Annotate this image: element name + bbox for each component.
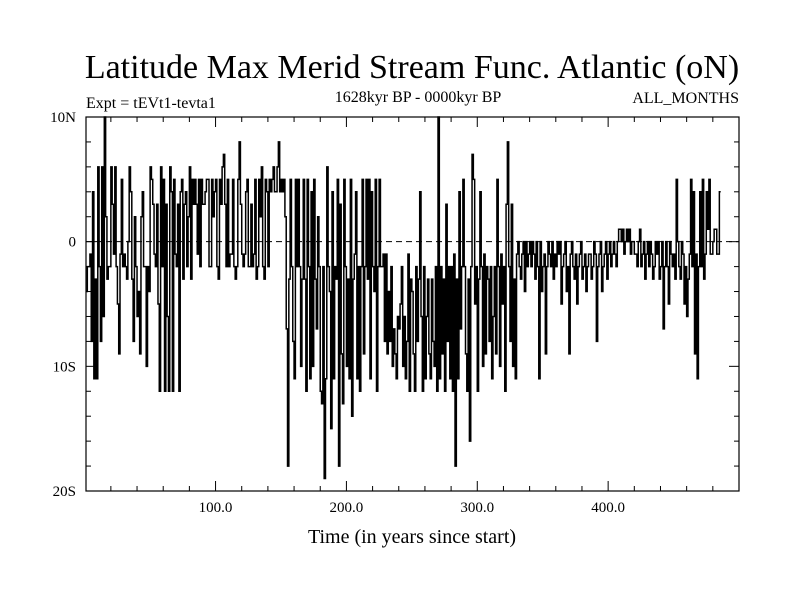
plot-frame (85, 116, 740, 492)
time-range-label: 1628kyr BP - 0000kyr BP (335, 89, 502, 106)
y-axis: 10N 0 10S 20S (50, 110, 739, 500)
x-tick-label: 100.0 (199, 500, 233, 516)
months-label: ALL_MONTHS (632, 90, 739, 107)
y-tick-label: 20S (53, 484, 76, 500)
x-tick-label: 300.0 (460, 500, 494, 516)
x-tick-label: 400.0 (591, 500, 625, 516)
series-line (86, 116, 721, 480)
x-axis: 100.0 200.0 300.0 400.0 (110, 117, 714, 516)
y-tick-label: 10S (53, 359, 76, 375)
x-axis-label: Time (in years since start) (308, 526, 516, 548)
x-tick-label: 200.0 (330, 500, 364, 516)
y-tick-label: 10N (50, 110, 76, 126)
y-tick-label: 0 (69, 235, 77, 251)
expt-label: Expt = tEVt1-tevta1 (86, 95, 216, 112)
chart-title: Latitude Max Merid Stream Func. Atlantic… (85, 49, 739, 86)
